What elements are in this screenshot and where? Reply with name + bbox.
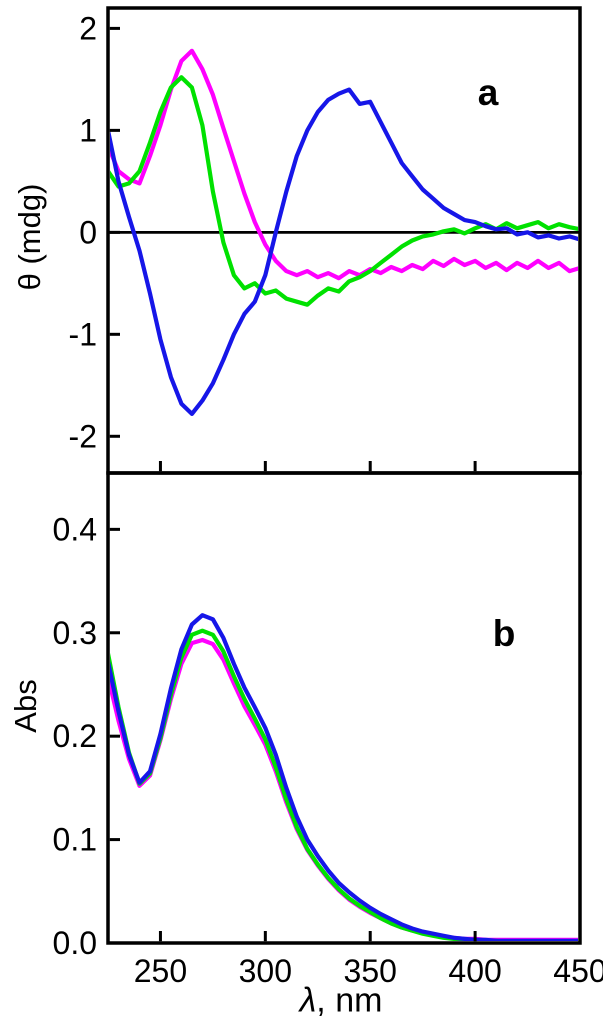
y-tick-label: 0: [79, 214, 97, 250]
green-spectrum-curve: [110, 628, 578, 941]
y-tick-label: 0.2: [53, 718, 97, 754]
blue-spectrum-curve: [110, 87, 578, 416]
y-tick-label: 0.0: [53, 925, 97, 961]
y-tick-label: 2: [79, 10, 97, 46]
x-tick-label: 350: [344, 953, 397, 989]
blue-spectrum-curve: [110, 613, 578, 941]
x-tick-label: 300: [239, 953, 292, 989]
x-axis-label: λ, nm: [300, 982, 383, 1021]
panel-b-frame: [106, 471, 582, 945]
x-tick-label: 400: [448, 953, 501, 989]
y-tick-label: 0.3: [53, 615, 97, 651]
y-tick-label: 0.4: [53, 511, 97, 547]
panel-a-curves: [110, 48, 578, 416]
panel-a-letter: a: [477, 72, 499, 113]
x-tick-label: 250: [134, 953, 187, 989]
panel-b-letter: b: [492, 613, 516, 654]
y-tick-label: 1: [79, 112, 97, 148]
x-tick-label: 450: [553, 953, 603, 989]
green-spectrum-curve: [110, 75, 578, 307]
lambda-symbol: λ: [299, 981, 317, 1020]
panel-a-y-axis-label: θ (mdg): [12, 183, 47, 291]
x-axis-label-unit: , nm: [316, 981, 383, 1020]
panel-b-y-axis-label: Abs: [8, 679, 43, 733]
magenta-spectrum-curve: [110, 48, 578, 281]
panel-b-curves: [110, 613, 578, 941]
y-tick-label: -2: [69, 418, 97, 454]
y-tick-label: -1: [69, 316, 97, 352]
y-tick-label: 0.1: [53, 822, 97, 858]
